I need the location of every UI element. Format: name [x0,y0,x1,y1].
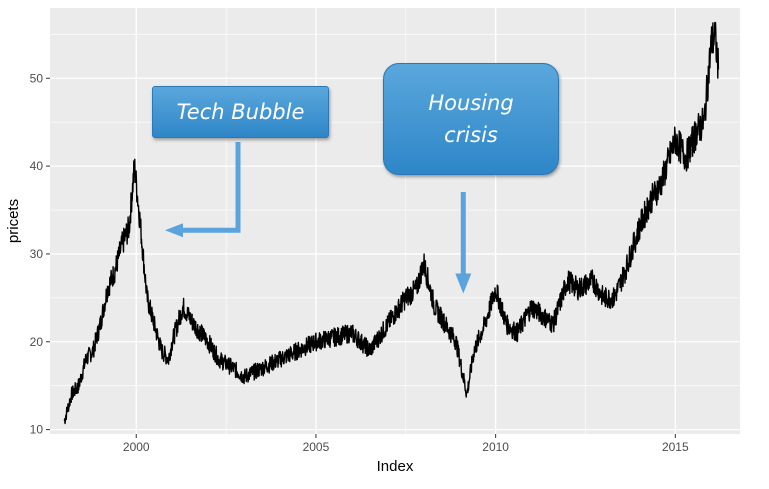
y-axis: 10 20 30 40 50 [30,71,50,437]
housing-crisis-arrowhead [455,273,472,294]
x-tick-label: 2010 [482,440,509,454]
x-axis: 2000 2005 2010 2015 [123,434,689,454]
y-tick-label: 20 [30,335,44,349]
tech-bubble-arrow [179,142,241,233]
price-series-line [63,21,720,425]
y-tick-label: 10 [30,423,44,437]
x-axis-title: Index [377,458,414,475]
tech-bubble-label: Tech Bubble [176,100,305,124]
tech-bubble-callout: Tech Bubble [152,86,329,138]
housing-crisis-line-1: Housing [428,91,514,115]
x-tick-label: 2005 [303,440,330,454]
y-axis-title: pricets [5,199,22,243]
y-tick-label: 50 [30,71,44,85]
x-tick-label: 2000 [123,440,150,454]
series-layer [63,21,720,425]
tech-bubble-arrowhead [165,223,183,238]
annotation-arrows [165,142,472,294]
housing-crisis-callout: Housing crisis [383,63,559,175]
x-tick-label: 2015 [662,440,689,454]
y-tick-label: 40 [30,159,44,173]
housing-crisis-label: Housing crisis [428,87,513,151]
housing-crisis-line-2: crisis [444,123,498,147]
y-tick-label: 30 [30,247,44,261]
